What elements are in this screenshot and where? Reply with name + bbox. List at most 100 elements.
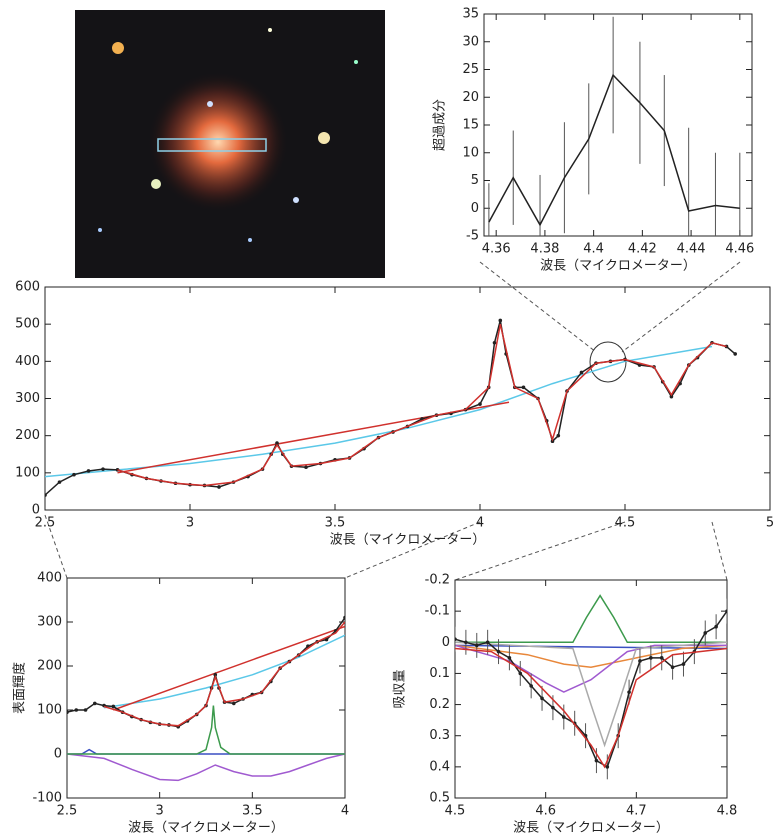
star	[207, 101, 213, 107]
data-point	[627, 690, 631, 694]
data-point	[478, 402, 482, 406]
star	[293, 197, 299, 203]
plot-area	[488, 16, 741, 236]
y-tick-label: 0	[32, 503, 40, 518]
series-line	[103, 621, 345, 727]
series-line	[67, 705, 345, 755]
data-point	[518, 671, 523, 676]
data-point	[67, 710, 69, 714]
star	[318, 132, 330, 144]
plot-frame	[483, 13, 753, 237]
connector	[479, 261, 597, 353]
star	[151, 179, 161, 189]
y-tick-label: 200	[37, 659, 62, 674]
y-tick-label: 35	[462, 7, 479, 22]
y-tick-label: 300	[15, 391, 40, 406]
x-tick-label: 4.36	[482, 242, 511, 257]
data-point	[659, 656, 664, 660]
y-tick-label: 0.2	[429, 697, 450, 712]
data-point	[304, 465, 308, 470]
x-tick-label: 4.4	[583, 242, 604, 257]
data-point	[556, 433, 561, 438]
data-point	[111, 704, 116, 709]
y-tick-label: 200	[15, 428, 40, 443]
chart: -5 0 5 10 15 20 25 30 35 4.36 4.38 4.4 4.42 4.44 4.46 波…	[433, 7, 755, 274]
y-tick-label: 20	[462, 90, 479, 105]
x-tick-label: 4	[341, 804, 349, 819]
y-tick-label: 0.3	[429, 728, 450, 743]
y-tick-label: 0.5	[429, 791, 450, 806]
plot-frame	[66, 577, 346, 799]
y-tick-label: -100	[32, 791, 62, 806]
y-axis-label: 吸収量	[393, 669, 408, 708]
y-axis-label: 表面輝度	[12, 662, 28, 714]
series-line	[113, 625, 345, 711]
x-tick-label: 4	[476, 516, 484, 531]
series-line	[455, 647, 727, 769]
data-point	[605, 765, 610, 769]
plot-frame	[454, 579, 728, 799]
series-line	[45, 345, 713, 478]
slit-box	[157, 138, 267, 152]
series-line	[455, 644, 727, 693]
x-tick-label: 3.5	[242, 804, 263, 819]
x-tick-label: 4.42	[628, 242, 657, 257]
data-point	[324, 637, 329, 642]
y-tick-label: 300	[37, 615, 62, 630]
x-tick-label: 4.38	[530, 242, 559, 257]
series-line	[117, 324, 727, 487]
data-point	[594, 758, 599, 763]
y-tick-label: 30	[462, 34, 479, 49]
data-point	[496, 649, 501, 654]
data-point	[670, 665, 675, 669]
data-point	[714, 624, 718, 629]
x-axis-label: 波長（マイクロメーター）	[128, 821, 284, 836]
zoom-circle	[589, 341, 627, 383]
y-tick-label: 0.1	[429, 666, 450, 681]
connector	[711, 521, 728, 581]
y-axis-label: 超過成分	[433, 99, 448, 151]
data-point	[733, 352, 737, 356]
y-tick-label: 400	[15, 354, 40, 369]
data-point	[72, 472, 76, 477]
y-tick-label: 600	[15, 280, 40, 295]
y-tick-label: -5	[466, 229, 479, 244]
x-tick-label: 5	[766, 516, 774, 531]
y-tick-label: 5	[471, 173, 479, 188]
series-line	[103, 634, 345, 709]
data-point	[217, 485, 221, 489]
y-tick-label: 400	[37, 571, 62, 586]
x-tick-label: 3.5	[325, 516, 346, 531]
data-point	[232, 701, 236, 706]
y-tick-label: 100	[15, 465, 40, 480]
series-line	[488, 73, 740, 227]
y-tick-label: 100	[37, 703, 62, 718]
data-point	[540, 696, 544, 701]
data-point	[86, 469, 91, 473]
data-point	[93, 701, 97, 706]
y-tick-label: 500	[15, 317, 40, 332]
data-point	[638, 659, 642, 663]
series-line	[45, 320, 736, 496]
chart: -100 0 100 200 300 400 2.5 3 3.5 4 波長（マイクロメーター） 表面輝…	[12, 571, 350, 836]
y-tick-label: 10	[462, 145, 479, 160]
x-tick-label: 2.5	[35, 516, 56, 531]
star	[112, 42, 124, 54]
x-tick-label: 3	[156, 804, 164, 819]
data-point	[464, 640, 468, 645]
data-point	[343, 615, 345, 620]
star	[354, 60, 358, 64]
data-point	[703, 631, 708, 635]
x-tick-label: 4.7	[626, 804, 647, 819]
series-line	[455, 644, 727, 668]
data-point	[45, 493, 47, 497]
data-point	[551, 705, 555, 710]
x-tick-label: 3	[186, 516, 194, 531]
data-point	[74, 708, 79, 712]
plot-area	[45, 318, 737, 497]
chart: 0 100 200 300 400 500 600 2.5 3 3.5 4 4.5 5 波長（マイクロメー…	[15, 280, 774, 548]
data-point	[649, 656, 653, 660]
series-line	[455, 594, 727, 644]
data-point	[485, 640, 490, 645]
data-point	[562, 715, 566, 719]
